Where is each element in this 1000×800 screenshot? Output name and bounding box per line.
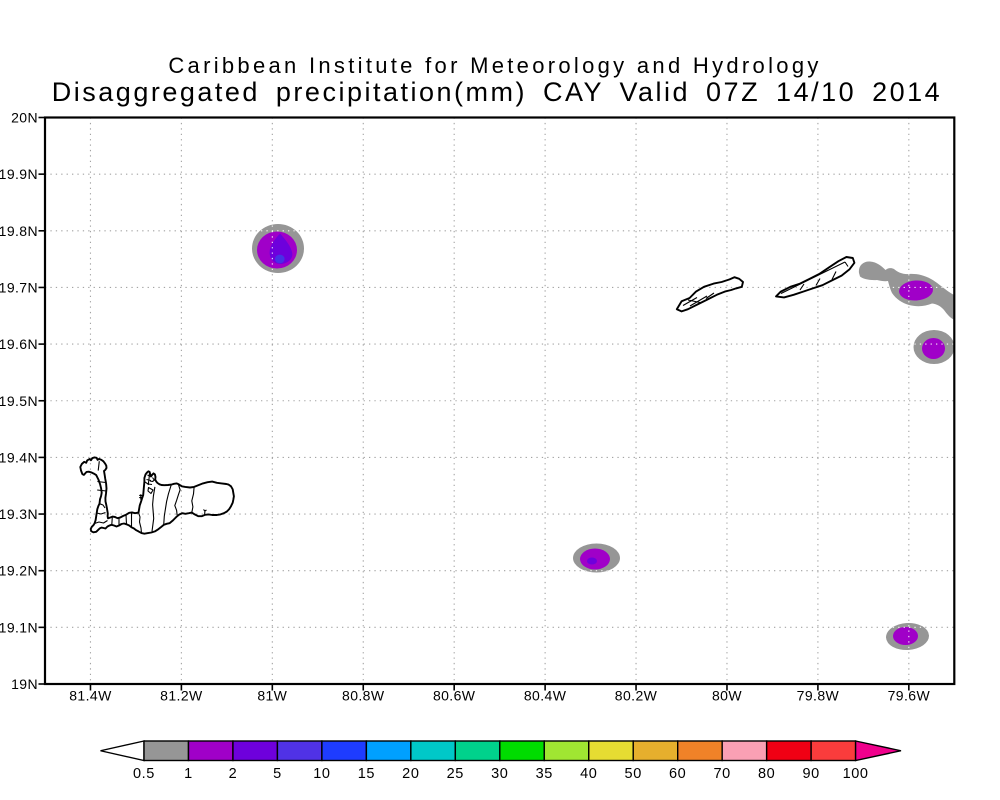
district-line-2 bbox=[174, 483, 181, 516]
colorbar-label: 50 bbox=[625, 766, 642, 782]
colorbar-label: 80 bbox=[758, 766, 775, 782]
y-tick-label: 19.5N bbox=[0, 393, 38, 409]
y-tick-label: 19.2N bbox=[0, 563, 38, 579]
colorbar-segment-40 bbox=[588, 740, 634, 762]
y-tick-label: 19.4N bbox=[0, 449, 38, 465]
colorbar-label: 60 bbox=[669, 766, 686, 782]
colorbar-segment-35 bbox=[543, 740, 590, 762]
colorbar-segment-20 bbox=[410, 740, 457, 762]
colorbar-label: 2 bbox=[229, 766, 238, 782]
colorbar-segment-50 bbox=[632, 740, 679, 762]
grid-lines bbox=[45, 117, 955, 684]
colorbar-label: 5 bbox=[273, 766, 282, 782]
district-line-9 bbox=[97, 461, 107, 492]
colorbar-label: 100 bbox=[843, 766, 869, 782]
colorbar-label: 15 bbox=[358, 766, 375, 782]
x-tick-label: 79.8W bbox=[797, 688, 840, 704]
colorbar-segment-30 bbox=[499, 740, 545, 762]
y-tick-label: 19.6N bbox=[0, 336, 38, 352]
x-tick-label: 80.8W bbox=[342, 688, 385, 704]
colorbar-segment-2 bbox=[232, 740, 279, 762]
colorbar-segment-1 bbox=[187, 740, 234, 762]
district-line-3 bbox=[191, 486, 195, 513]
x-tick-label: 80.4W bbox=[524, 688, 567, 704]
district-mark-1 bbox=[139, 494, 143, 500]
colorbar-segment-90 bbox=[810, 740, 857, 762]
colorbar-label: 1 bbox=[184, 766, 193, 782]
x-tick-label: 81.2W bbox=[160, 688, 203, 704]
colorbar-segment-25 bbox=[454, 740, 501, 762]
y-tick-label: 19N bbox=[11, 676, 38, 692]
blob-81w-blu bbox=[275, 254, 285, 264]
colorbar-label: 30 bbox=[491, 766, 508, 782]
x-tick-label: 80W bbox=[712, 688, 742, 704]
figure-title: Caribbean Institute for Meteorology and … bbox=[168, 53, 821, 78]
colorbar-segment-70 bbox=[721, 740, 768, 762]
district-line-8 bbox=[111, 513, 133, 528]
colorbar: 0.5 1 2 5 10 15 20 25 30 35 40 50 60 70 80 90 100 bbox=[100, 740, 902, 782]
coastline-grand-cayman bbox=[79, 456, 235, 535]
colorbar-label: 20 bbox=[402, 766, 419, 782]
blob-e-mag bbox=[922, 338, 945, 359]
colorbar-segment-10 bbox=[321, 740, 368, 762]
colorbar-arrow-above bbox=[854, 740, 902, 762]
colorbar-segment-15 bbox=[365, 740, 412, 762]
colorbar-segment-80 bbox=[765, 740, 812, 762]
colorbar-label: 90 bbox=[802, 766, 819, 782]
plot-frame bbox=[43, 116, 956, 686]
y-tick-label: 19.1N bbox=[0, 619, 38, 635]
y-tick-label: 19.7N bbox=[0, 279, 38, 295]
axis-ticks bbox=[38, 116, 910, 691]
little-cayman-lines bbox=[682, 292, 715, 307]
colorbar-segment-0.5 bbox=[143, 740, 190, 762]
district-mark-2 bbox=[144, 471, 156, 495]
x-tick-label: 81.4W bbox=[69, 688, 112, 704]
x-tick-label: 79.6W bbox=[888, 688, 931, 704]
y-tick-label: 19.8N bbox=[0, 223, 38, 239]
axis-labels: 81.4W 81.2W 81W 80.8W 80.6W 80.4W 80.2W 80W 79.8… bbox=[0, 110, 930, 704]
blob-81w-vio bbox=[269, 233, 293, 265]
district-line-5 bbox=[137, 512, 143, 534]
colorbar-segment-60 bbox=[677, 740, 723, 762]
x-tick-label: 80.2W bbox=[615, 688, 658, 704]
district-line-4 bbox=[151, 486, 156, 532]
coastline-little-cayman bbox=[675, 276, 744, 313]
colorbar-label: 40 bbox=[580, 766, 597, 782]
x-tick-label: 80.6W bbox=[433, 688, 476, 704]
colorbar-label: 25 bbox=[447, 766, 464, 782]
colorbar-segment-5 bbox=[276, 740, 323, 762]
blob-803w-vio bbox=[587, 557, 597, 565]
district-line-7 bbox=[94, 503, 108, 525]
y-tick-label: 19.3N bbox=[0, 506, 38, 522]
y-tick-label: 19.9N bbox=[0, 166, 38, 182]
colorbar-label: 10 bbox=[313, 766, 330, 782]
coastlines bbox=[79, 256, 856, 535]
blob-se-mag bbox=[893, 627, 918, 645]
figure-subtitle: Disaggregated precipitation(mm) CAY Vali… bbox=[52, 77, 942, 107]
y-tick-label: 20N bbox=[11, 110, 38, 126]
colorbar-label: 0.5 bbox=[133, 766, 155, 782]
colorbar-label: 35 bbox=[536, 766, 553, 782]
district-line-1 bbox=[163, 484, 172, 525]
cayman-brac-lines bbox=[780, 261, 849, 294]
district-line-6 bbox=[203, 509, 207, 516]
colorbar-label: 70 bbox=[714, 766, 731, 782]
colorbar-arrow-below bbox=[100, 740, 145, 762]
blob-ne-mag bbox=[899, 280, 933, 301]
x-tick-label: 81W bbox=[257, 688, 287, 704]
precipitation-shading bbox=[252, 224, 955, 651]
